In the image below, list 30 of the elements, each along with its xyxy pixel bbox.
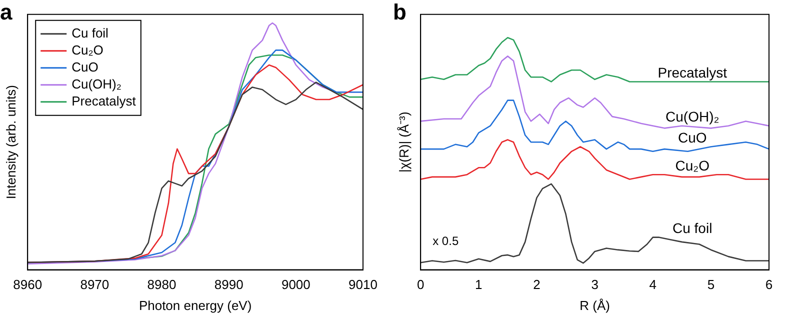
legend-label: Cu(OH)₂ (72, 76, 122, 92)
x-tick-label: 0 (416, 277, 424, 292)
legend-label: Precatalyst (72, 93, 136, 108)
series-label: Cu₂O (675, 157, 710, 174)
series-label: Precatalyst (658, 64, 728, 81)
legend-label: Cu₂O (72, 42, 104, 58)
annotation: x 0.5 (432, 234, 459, 248)
x-tick-label: 9000 (281, 277, 310, 292)
legend-label: Cu foil (72, 25, 109, 40)
series-label: CuO (678, 130, 707, 146)
x-tick-label: 8980 (147, 277, 176, 292)
y-axis-title: Intensity (arb. units) (3, 85, 18, 200)
x-tick-label: 3 (591, 277, 598, 292)
x-axis-title: R (Å) (580, 298, 610, 313)
series-label: Cu foil (672, 220, 712, 236)
x-tick-label: 1 (475, 277, 482, 292)
chart-title: b (393, 0, 406, 24)
series-label: Cu(OH)₂ (666, 108, 720, 125)
x-tick-label: 2 (533, 277, 540, 292)
legend-label: CuO (72, 59, 98, 74)
x-tick-label: 9010 (348, 277, 378, 292)
chart-title: a (0, 0, 13, 24)
y-axis-title: |χ(R)| (Å⁻³) (396, 112, 412, 173)
x-tick-label: 8990 (214, 277, 244, 292)
x-tick-label: 6 (765, 277, 773, 292)
x-tick-label: 4 (649, 277, 656, 292)
x-axis-title: Photon energy (eV) (138, 298, 252, 313)
x-tick-label: 8960 (13, 277, 42, 292)
x-tick-label: 8970 (80, 277, 110, 292)
x-tick-label: 5 (707, 277, 715, 292)
